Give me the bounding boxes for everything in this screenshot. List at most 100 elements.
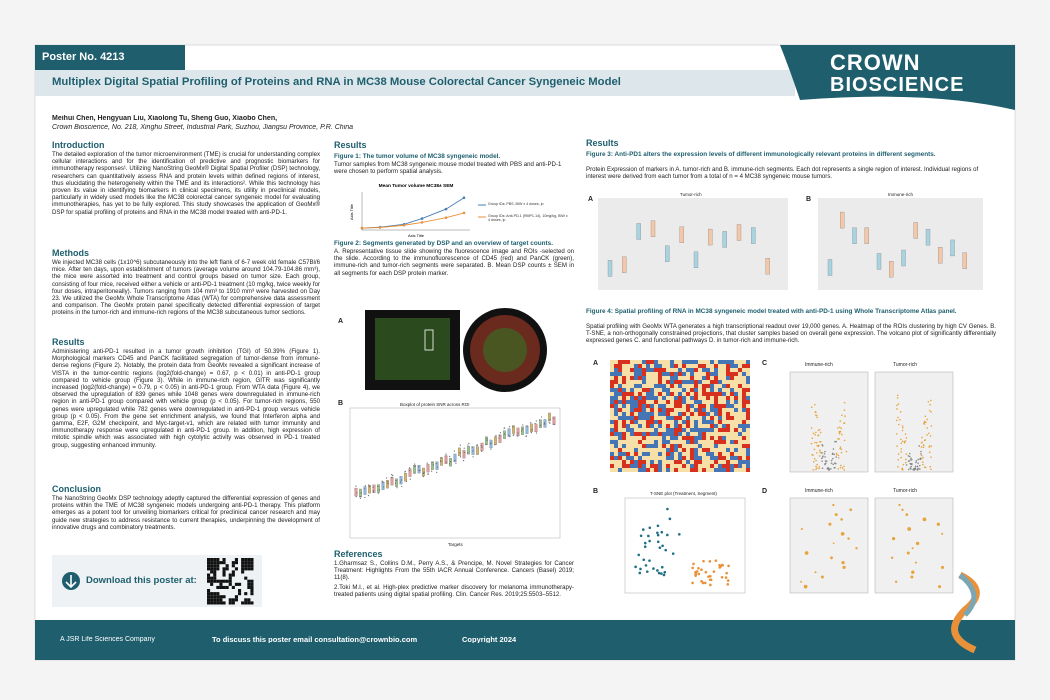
heat-cell: [690, 436, 694, 440]
heat-cell: [674, 456, 678, 460]
heat-cell: [642, 388, 646, 392]
heat-cell: [710, 408, 714, 412]
heat-cell: [630, 428, 634, 432]
point: [445, 453, 447, 455]
title-bar: [35, 70, 795, 96]
volcano-point: [916, 465, 919, 468]
heat-cell: [746, 468, 750, 472]
heat-cell: [614, 360, 618, 364]
heat-cell: [678, 456, 682, 460]
qr-cell: [231, 564, 235, 568]
heat-cell: [646, 392, 650, 396]
figure-caption: A. Representative tissue slide showing t…: [334, 248, 574, 277]
heat-cell: [718, 440, 722, 444]
heat-cell: [622, 388, 626, 392]
heat-cell: [634, 404, 638, 408]
heat-cell: [634, 468, 638, 472]
heat-cell: [698, 396, 702, 400]
heat-cell: [638, 376, 642, 380]
heat-cell: [610, 388, 614, 392]
volcano-point: [821, 456, 824, 458]
qr-cell: [231, 598, 235, 602]
heat-cell: [638, 460, 642, 464]
download-text: Download this poster at:: [86, 575, 197, 586]
point: [378, 489, 380, 491]
heat-cell: [618, 464, 622, 468]
heat-cell: [718, 364, 722, 368]
heat-cell: [746, 396, 750, 400]
pathway-dot: [906, 551, 910, 555]
heat-cell: [742, 388, 746, 392]
volcano-point: [921, 441, 923, 444]
heat-cell: [730, 412, 734, 416]
volcano-point: [844, 415, 846, 417]
heat-cell: [614, 460, 618, 464]
heat-cell: [698, 376, 702, 380]
heat-cell: [614, 400, 618, 404]
heat-cell: [742, 428, 746, 432]
heat-cell: [686, 408, 690, 412]
box: [650, 220, 656, 237]
footer-contact[interactable]: To discuss this poster email consultatio…: [212, 636, 418, 644]
volcano-point: [902, 427, 904, 429]
qr-cell: [216, 585, 220, 589]
pathway-dot: [840, 531, 845, 536]
qr-cell: [213, 579, 217, 583]
point: [372, 486, 374, 488]
y-axis-label: Axis Title: [349, 203, 354, 220]
heat-cell: [698, 360, 702, 364]
heat-cell: [710, 400, 714, 404]
point: [395, 480, 397, 482]
qr-cell: [228, 573, 232, 577]
heat-cell: [638, 432, 642, 436]
qr-cell: [231, 561, 235, 565]
point: [382, 481, 384, 483]
point: [359, 495, 361, 498]
heat-cell: [726, 432, 730, 436]
heat-cell: [638, 364, 642, 368]
heat-cell: [702, 376, 706, 380]
heat-cell: [690, 396, 694, 400]
heat-cell: [622, 452, 626, 456]
qr-code[interactable]: [207, 558, 254, 605]
heat-cell: [670, 420, 674, 424]
heat-cell: [686, 416, 690, 420]
volcano-point: [896, 397, 899, 399]
heat-cell: [618, 384, 622, 388]
heat-cell: [626, 424, 630, 428]
qr-cell: [207, 573, 211, 577]
volcano-point: [899, 411, 902, 413]
heat-cell: [610, 408, 614, 412]
heat-cell: [670, 424, 674, 428]
heat-cell: [738, 428, 742, 432]
volcano-point: [824, 460, 827, 462]
heat-cell: [662, 388, 666, 392]
heat-cell: [610, 360, 614, 364]
heat-cell: [662, 416, 666, 420]
data-point: [402, 223, 406, 227]
point: [467, 452, 469, 454]
heat-cell: [686, 400, 690, 404]
heat-cell: [718, 404, 722, 408]
box: [876, 253, 882, 270]
series-line: [361, 212, 465, 229]
heat-cell: [622, 396, 626, 400]
heat-cell: [618, 364, 622, 368]
volcano-point: [830, 462, 833, 464]
heat-cell: [742, 440, 746, 444]
point: [512, 426, 514, 428]
heat-cell: [626, 384, 630, 388]
qr-cell: [222, 585, 226, 589]
box: [622, 256, 627, 273]
heat-cell: [642, 456, 646, 460]
tsne-point: [719, 565, 722, 568]
qr-cell: [210, 595, 214, 599]
heat-cell: [658, 360, 662, 364]
heat-cell: [706, 388, 710, 392]
volcano-point: [908, 455, 911, 458]
heat-cell: [634, 460, 638, 464]
heat-cell: [746, 444, 750, 448]
heat-cell: [738, 368, 742, 372]
pathway-dot: [938, 585, 942, 589]
heat-cell: [706, 468, 710, 472]
